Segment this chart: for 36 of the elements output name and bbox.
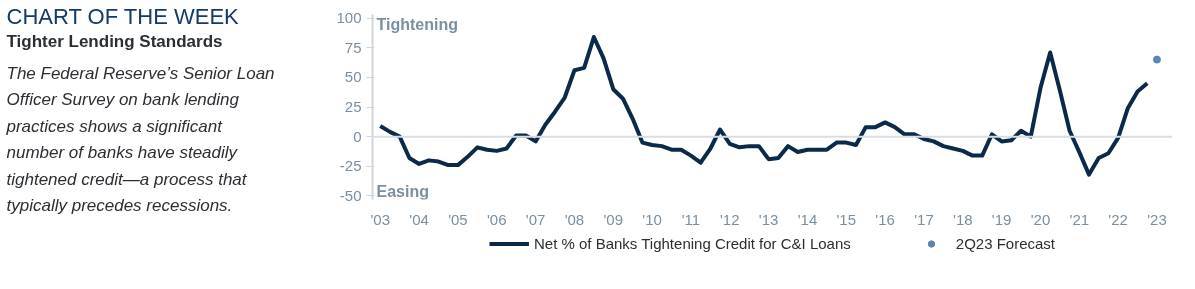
y-tick-label: -50 [339, 186, 362, 204]
y-tick-label: 100 [336, 9, 362, 27]
x-tick-label: '12 [720, 210, 740, 228]
annotation: Tightening [376, 15, 458, 33]
x-tick-label: '21 [1069, 210, 1090, 228]
y-tick-label: 50 [344, 68, 362, 86]
x-tick-label: '23 [1147, 210, 1167, 228]
x-tick-label: '22 [1108, 210, 1128, 228]
x-tick-label: '20 [1030, 210, 1051, 228]
y-tick-label: 25 [344, 98, 362, 115]
legend-label: Net % of Banks Tightening Credit for C&I Loans [533, 234, 851, 252]
x-tick-label: '15 [836, 210, 857, 228]
x-tick-label: '07 [525, 210, 546, 228]
x-tick-label: '06 [487, 210, 507, 228]
y-tick-label: -25 [339, 157, 362, 175]
x-tick-label: '08 [564, 210, 585, 228]
x-tick-label: '17 [914, 210, 934, 228]
x-tick-label: '10 [642, 210, 662, 228]
y-tick-label: 75 [344, 38, 362, 56]
x-tick-label: '04 [409, 210, 429, 228]
x-tick-label: '18 [953, 210, 973, 228]
y-tick-label: 0 [353, 127, 362, 145]
x-tick-label: '13 [758, 210, 779, 228]
x-tick-label: '16 [875, 210, 895, 228]
x-tick-label: '14 [797, 210, 818, 228]
x-tick-label: '05 [448, 210, 468, 228]
legend-label: 2Q23 Forecast [955, 234, 1056, 252]
annotation: Easing [376, 182, 429, 200]
x-tick-label: '19 [991, 210, 1012, 228]
line-series [378, 35, 1150, 177]
x-tick-label: '11 [681, 210, 701, 228]
text: CHART OF THE WEEK [6, 3, 240, 29]
x-tick-label: '09 [603, 210, 624, 228]
text: The Federal Reserve’s Senior Loan Officer Survey on bank lending practices shows a significant number of banks have steadily tightened credit—a process that typically precedes recessions. [5, 63, 275, 215]
x-tick-label: '03 [370, 210, 391, 228]
text: Tighter Lending Standards [6, 31, 223, 51]
